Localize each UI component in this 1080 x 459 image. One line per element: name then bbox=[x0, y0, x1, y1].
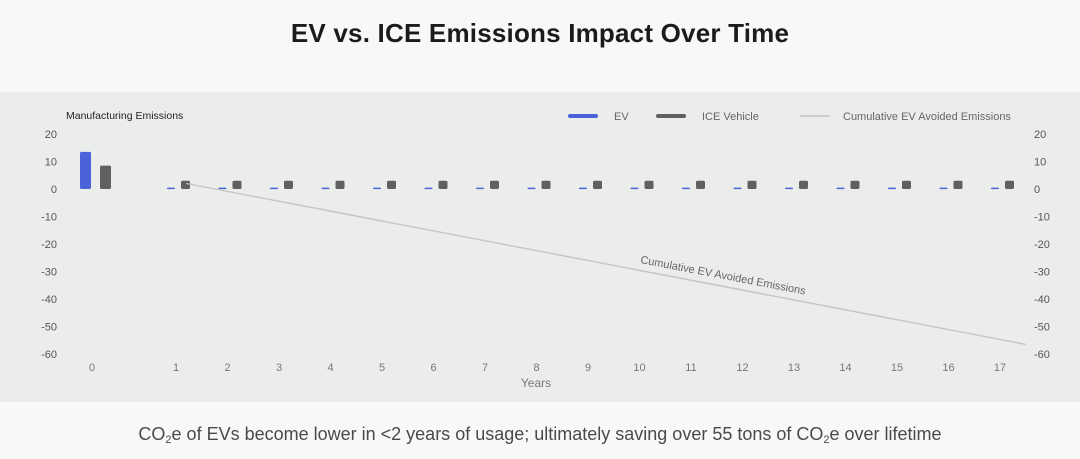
bar-ev bbox=[579, 187, 587, 190]
y-tick-left: -50 bbox=[41, 322, 57, 334]
bar-ev bbox=[630, 187, 639, 190]
bar-ev bbox=[939, 187, 948, 190]
x-tick-label: 3 bbox=[276, 362, 282, 374]
bar-ice bbox=[335, 180, 345, 189]
y-tick-left: -20 bbox=[41, 239, 57, 251]
x-tick-label: 0 bbox=[89, 362, 95, 374]
manufacturing-emissions-label: Manufacturing Emissions bbox=[66, 110, 183, 122]
bar-ev bbox=[785, 187, 793, 190]
bar-ev bbox=[682, 187, 690, 190]
bar-ice bbox=[490, 180, 499, 189]
bar-ice bbox=[747, 180, 757, 189]
x-tick-label: 10 bbox=[633, 362, 645, 374]
y-tick-right: -50 bbox=[1034, 322, 1050, 334]
x-axis-ticks: 0 1 2 3 4 5 6 7 8 9 10 11 12 13 14 15 16 17 bbox=[89, 362, 1006, 374]
bar-ice bbox=[387, 180, 396, 189]
x-tick-label: 8 bbox=[533, 362, 539, 374]
y-tick-right: 0 bbox=[1034, 184, 1040, 196]
bar-ice bbox=[696, 180, 705, 189]
y-tick-right: -10 bbox=[1034, 212, 1050, 224]
bar-ice bbox=[1005, 180, 1014, 189]
chart-panel bbox=[0, 92, 1080, 402]
x-tick-label: 7 bbox=[482, 362, 488, 374]
legend-ice-label: ICE Vehicle bbox=[702, 111, 759, 123]
footnote-part-2: e of EVs become lower in <2 years of usa… bbox=[171, 424, 824, 444]
y-tick-right: 20 bbox=[1034, 129, 1046, 141]
bar-ev bbox=[373, 187, 381, 190]
y-tick-right: -40 bbox=[1034, 294, 1050, 306]
legend-ev-label: EV bbox=[614, 111, 629, 123]
x-tick-label: 9 bbox=[585, 362, 591, 374]
bar-ev bbox=[733, 187, 742, 190]
y-tick-left: -60 bbox=[41, 349, 57, 361]
bar-ice bbox=[232, 180, 242, 189]
x-tick-label: 14 bbox=[839, 362, 851, 374]
y-tick-left: 20 bbox=[45, 129, 57, 141]
cumulative-line-label: Cumulative EV Avoided Emissions bbox=[639, 254, 807, 297]
x-tick-label: 15 bbox=[891, 362, 903, 374]
bar-ice bbox=[438, 180, 448, 189]
bar-ice bbox=[100, 165, 111, 189]
footnote-subscript-2: 2 bbox=[823, 434, 830, 446]
bar-series bbox=[80, 151, 1014, 190]
x-tick-label: 16 bbox=[942, 362, 954, 374]
bar-ev bbox=[270, 187, 278, 190]
y-axis-left: 20 10 0 -10 -20 -30 -40 -50 -60 bbox=[41, 129, 57, 361]
footnote-part-3: e over lifetime bbox=[829, 424, 942, 444]
x-tick-label: 4 bbox=[327, 362, 333, 374]
y-tick-right: -30 bbox=[1034, 267, 1050, 279]
x-tick-label: 17 bbox=[994, 362, 1006, 374]
bar-ice bbox=[902, 180, 911, 189]
bar-ev bbox=[527, 187, 536, 190]
bar-ice bbox=[953, 180, 963, 189]
bar-ev bbox=[167, 187, 175, 190]
y-tick-right: -20 bbox=[1034, 239, 1050, 251]
bar-ev bbox=[424, 187, 433, 190]
legend-ice-swatch bbox=[656, 114, 686, 118]
y-axis-right: 20 10 0 -10 -20 -30 -40 -50 -60 bbox=[1034, 129, 1050, 361]
bar-ev bbox=[321, 187, 330, 190]
x-tick-label: 2 bbox=[224, 362, 230, 374]
x-tick-label: 12 bbox=[736, 362, 748, 374]
y-tick-left: -30 bbox=[41, 267, 57, 279]
legend: EV ICE Vehicle Cumulative EV Avoided Emi… bbox=[568, 111, 1011, 123]
bar-ev bbox=[836, 187, 845, 190]
footnote-part-1: CO bbox=[138, 424, 166, 444]
bar-ice bbox=[850, 180, 860, 189]
legend-ev-swatch bbox=[568, 114, 598, 118]
bar-ice bbox=[284, 180, 293, 189]
y-tick-left: 10 bbox=[45, 157, 57, 169]
bar-ev bbox=[991, 187, 999, 190]
footnote-subscript-1: 2 bbox=[165, 434, 172, 446]
bar-ev bbox=[476, 187, 484, 190]
x-tick-label: 1 bbox=[173, 362, 179, 374]
y-tick-right: 10 bbox=[1034, 157, 1046, 169]
x-axis-label: Years bbox=[521, 376, 551, 390]
x-tick-label: 5 bbox=[379, 362, 385, 374]
x-tick-label: 13 bbox=[788, 362, 800, 374]
bar-ice bbox=[644, 180, 654, 189]
bar-ice bbox=[181, 180, 190, 189]
chart-footnote: CO2e of EVs become lower in <2 years of … bbox=[0, 424, 1080, 446]
bar-ev bbox=[888, 187, 896, 190]
y-tick-left: -10 bbox=[41, 212, 57, 224]
bar-ev bbox=[80, 151, 91, 189]
legend-cumulative-label: Cumulative EV Avoided Emissions bbox=[843, 111, 1011, 123]
x-tick-label: 6 bbox=[430, 362, 436, 374]
y-tick-right: -60 bbox=[1034, 349, 1050, 361]
bar-ice bbox=[593, 180, 602, 189]
y-tick-left: -40 bbox=[41, 294, 57, 306]
bar-ice bbox=[541, 180, 551, 189]
bar-ice bbox=[799, 180, 808, 189]
y-tick-left: 0 bbox=[51, 184, 57, 196]
cumulative-avoided-line bbox=[186, 182, 1026, 346]
chart-title: EV vs. ICE Emissions Impact Over Time bbox=[290, 18, 790, 48]
bar-ev bbox=[218, 187, 227, 190]
x-tick-label: 11 bbox=[685, 362, 696, 374]
